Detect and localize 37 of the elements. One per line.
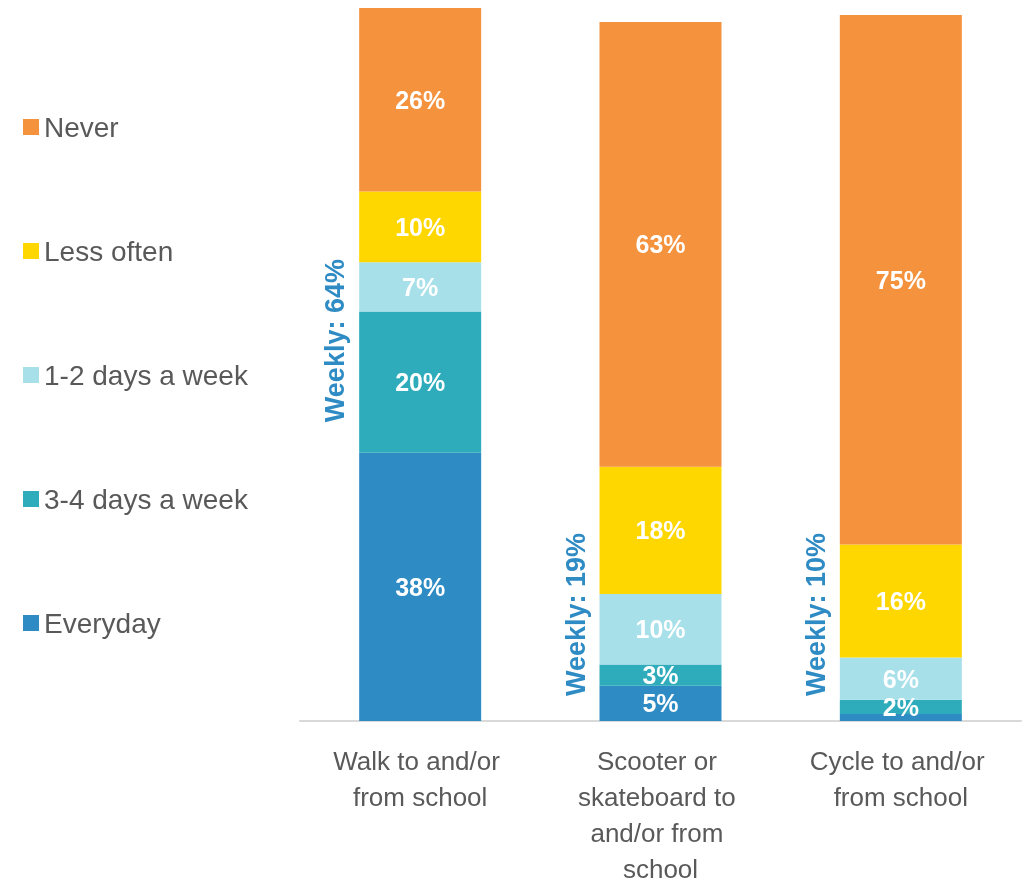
bar [359,311,482,453]
bar [359,452,482,721]
data-label: 26% [395,85,446,114]
bar [839,544,962,658]
data-label: 2% [882,692,919,721]
bar [359,262,482,312]
data-label: 38% [395,572,446,601]
x-tick-label: Walk to and/or from school [333,746,508,812]
bar [839,15,962,545]
bar [599,685,722,721]
bar [359,8,482,192]
bar [359,191,482,263]
data-label: 6% [882,664,919,693]
bar [599,22,722,467]
data-label: 20% [395,368,446,397]
annotation: Weekly: 19% [560,532,591,696]
annotation: Weekly: 10% [800,532,831,696]
x-tick-label: Cycle to and/or from school [809,746,992,812]
data-label: 10% [395,212,446,241]
data-label: 63% [635,230,686,259]
bar [599,466,722,594]
x-tick-label: Scooter or skateboard to and/or from school [578,746,743,884]
legend-label: 3-4 days a week [44,483,249,515]
bar [599,593,722,665]
data-label: 5% [642,689,679,718]
legend-label: Never [44,111,119,143]
data-label: 18% [635,516,686,545]
bar [839,657,962,700]
legend-label: Everyday [44,607,161,639]
legend-label: 1-2 days a week [44,359,249,391]
data-label: 7% [402,272,439,301]
data-label: 75% [875,265,926,294]
annotation: Weekly: 64% [320,259,351,423]
legend-label: Less often [44,235,174,267]
data-label: 3% [642,661,679,690]
data-label: 10% [635,615,686,644]
data-label: 16% [875,586,926,615]
